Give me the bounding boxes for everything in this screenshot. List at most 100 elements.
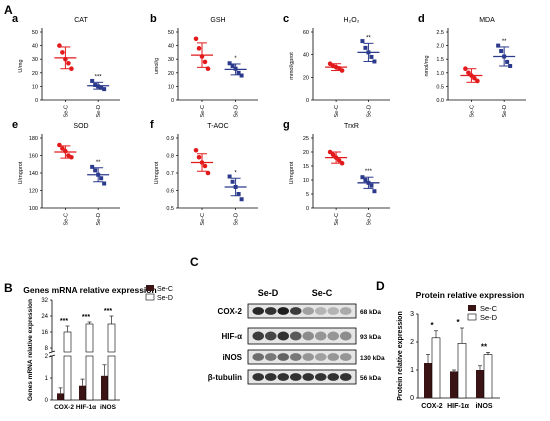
blot-band-3 — [290, 373, 302, 381]
panel-letter-trxr: g — [283, 119, 290, 131]
blot-band-3 — [278, 373, 290, 381]
significance-mark-taoc: * — [234, 170, 237, 176]
y-tick-label-h2o2: 0 — [306, 98, 309, 104]
data-point-mda — [499, 49, 503, 53]
significance-mark-h2o2: ** — [366, 35, 371, 41]
y-axis-label-mda: nmol/mg — [424, 55, 430, 76]
x-tick-label-taoc: Se-C — [200, 213, 206, 226]
y-tick-label-h2o2: 60 — [303, 30, 309, 36]
legend-swatch-se-d — [146, 294, 154, 300]
blot-band-2 — [340, 353, 352, 361]
y-tick-label-trxr: 25 — [303, 136, 309, 142]
bar-se-c-protein — [450, 371, 458, 398]
y-tick-label-trxr: 10 — [303, 178, 309, 184]
data-point-cat — [63, 57, 68, 62]
blot-band-2 — [315, 353, 327, 361]
data-point-cat — [57, 43, 62, 48]
y-tick-label-mrna: 2 — [45, 354, 49, 360]
significance-mark-gsh: * — [234, 56, 237, 62]
data-point-sod — [102, 182, 106, 186]
data-point-h2o2 — [340, 68, 345, 73]
data-point-trxr — [369, 184, 373, 188]
x-tick-label-mrna: COX-2 — [54, 404, 74, 411]
lane-group-label-se-d: Se-D — [258, 288, 279, 298]
y-tick-label-mda: 2.5 — [436, 30, 444, 36]
protein-label-3: β-tubulin — [208, 373, 242, 382]
data-point-taoc — [200, 160, 205, 165]
blot-band-2 — [278, 353, 290, 361]
blot-band-2 — [253, 353, 265, 361]
data-point-h2o2 — [369, 55, 373, 59]
bar-se-d-protein — [458, 343, 466, 398]
bar-se-c-protein — [476, 370, 484, 398]
kda-label-3: 56 kDa — [360, 375, 381, 382]
y-tick-label-mrna: 8 — [45, 346, 49, 352]
data-point-sod — [69, 155, 74, 160]
blot-band-0 — [278, 307, 290, 315]
data-point-gsh — [203, 60, 208, 65]
y-tick-label-gsh: 0 — [171, 98, 174, 104]
y-axis-label-mrna: Genes mRNA relative expression — [27, 299, 34, 401]
x-tick-label-protein: iNOS — [475, 403, 492, 410]
y-tick-label-cat: 50 — [32, 30, 38, 36]
blot-band-0 — [315, 307, 327, 315]
panel-label-c: C — [190, 255, 199, 269]
y-axis-label-gsh: umol/g — [154, 58, 160, 75]
blot-band-2 — [303, 353, 315, 361]
data-point-sod — [96, 173, 100, 177]
data-point-trxr — [340, 161, 345, 166]
blot-band-1 — [303, 332, 315, 341]
data-point-gsh — [197, 46, 202, 51]
data-point-sod — [57, 143, 62, 148]
data-point-taoc — [197, 155, 202, 160]
y-tick-label-gsh: 50 — [168, 30, 174, 36]
data-point-cat — [102, 87, 106, 91]
x-tick-label-gsh: Se-C — [200, 105, 206, 118]
y-tick-label-mrna: 0 — [45, 398, 49, 404]
y-tick-label-trxr: 20 — [303, 150, 309, 156]
blot-band-0 — [303, 307, 315, 315]
y-tick-label-cat: 20 — [32, 71, 38, 77]
x-tick-label-protein: HIF-1α — [447, 403, 470, 410]
y-tick-label-gsh: 30 — [168, 57, 174, 63]
bar-se-d-mrna — [64, 356, 71, 400]
y-tick-label-mrna: 32 — [41, 298, 48, 304]
blot-strip-2 — [248, 350, 356, 364]
y-tick-label-sod: 160 — [29, 154, 38, 160]
panel-letter-cat: a — [12, 13, 19, 25]
data-point-mda — [463, 66, 468, 71]
x-tick-label-h2o2: Se-D — [366, 105, 372, 118]
significance-mark-mrna: *** — [82, 314, 90, 321]
data-point-h2o2 — [366, 50, 370, 54]
y-tick-label-mrna: 1 — [45, 376, 49, 382]
data-point-taoc — [240, 197, 244, 201]
blot-band-3 — [340, 373, 352, 381]
y-tick-label-protein: 2 — [410, 339, 414, 346]
y-tick-label-protein: 1 — [410, 367, 414, 374]
data-point-taoc — [228, 175, 232, 179]
y-axis-label-taoc: U/mgprot — [154, 161, 160, 184]
data-point-cat — [60, 50, 65, 55]
data-point-mda — [502, 54, 506, 58]
legend-label-se-d: Se-D — [157, 295, 173, 302]
y-tick-label-taoc: 0.6 — [166, 189, 174, 195]
protein-label-2: iNOS — [222, 353, 242, 362]
data-point-mda — [475, 79, 480, 84]
data-point-cat — [66, 61, 71, 66]
panel-letter-gsh: b — [150, 13, 157, 25]
bar-se-d-protein — [484, 355, 492, 398]
data-point-taoc — [194, 148, 199, 153]
blot-strip-0 — [248, 304, 356, 318]
x-tick-label-h2o2: Se-C — [334, 105, 340, 118]
data-point-cat — [69, 66, 74, 71]
kda-label-1: 93 kDa — [360, 334, 381, 341]
chart-title-mda: MDA — [479, 17, 495, 24]
y-tick-label-cat: 10 — [32, 84, 38, 90]
chart-title-taoc: T-AOC — [207, 123, 228, 130]
panel-letter-mda: d — [418, 13, 425, 25]
blot-band-1 — [315, 332, 327, 341]
bar-se-c-mrna — [101, 376, 108, 400]
y-tick-label-cat: 30 — [32, 57, 38, 63]
y-tick-label-h2o2: 40 — [303, 53, 309, 59]
